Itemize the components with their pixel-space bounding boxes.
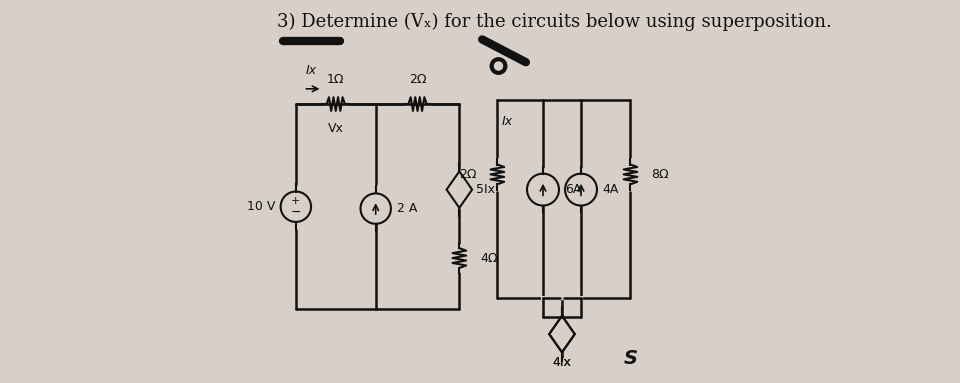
Text: 8Ω: 8Ω [651, 168, 669, 181]
Text: 4Ω: 4Ω [480, 252, 497, 265]
Text: 3) Determine (Vₓ) for the circuits below using superposition.: 3) Determine (Vₓ) for the circuits below… [276, 13, 831, 31]
Text: 2Ω: 2Ω [409, 73, 426, 86]
Text: S: S [623, 349, 637, 368]
Text: +: + [291, 196, 300, 206]
Text: Ix: Ix [501, 115, 513, 128]
Text: 6A: 6A [564, 183, 581, 196]
Text: 4Ix: 4Ix [553, 356, 571, 369]
Text: 4A: 4A [603, 183, 619, 196]
Text: 4Ix: 4Ix [553, 356, 571, 369]
Text: 5Ix: 5Ix [476, 183, 495, 196]
Text: Ix: Ix [305, 64, 317, 77]
Text: 2 A: 2 A [396, 202, 417, 215]
Text: −: − [291, 206, 301, 219]
Text: 2Ω: 2Ω [459, 168, 476, 181]
Text: Vx: Vx [327, 122, 344, 135]
Text: 10 V: 10 V [247, 200, 275, 213]
Text: 1Ω: 1Ω [327, 73, 345, 86]
